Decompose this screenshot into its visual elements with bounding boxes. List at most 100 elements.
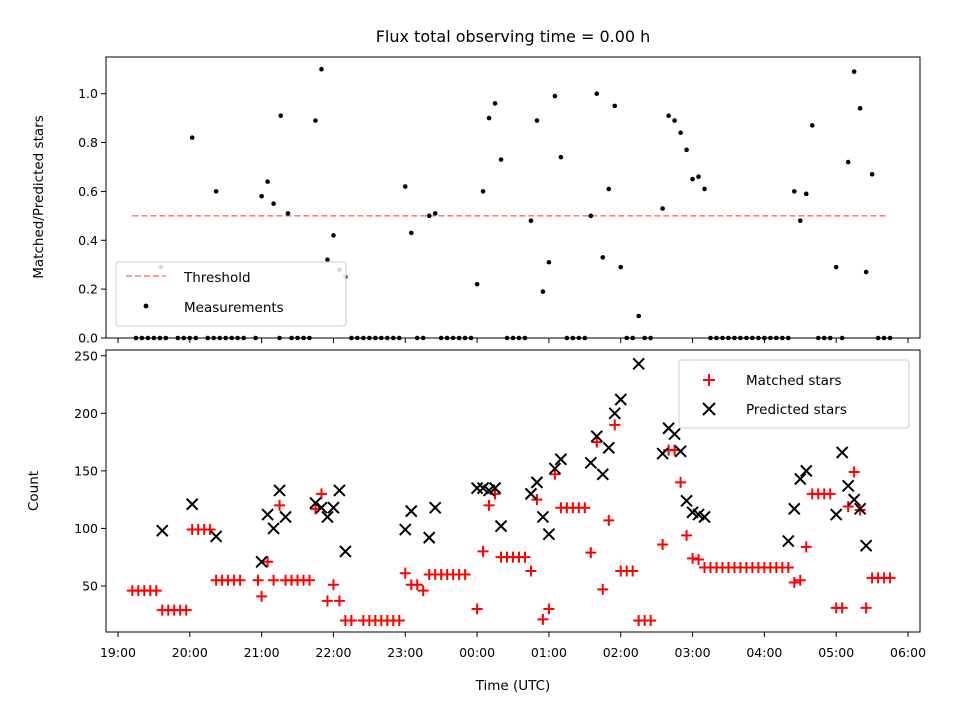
matched-star-point <box>531 494 543 506</box>
legend-measurements-marker <box>143 303 149 309</box>
matched-star-point <box>268 574 280 586</box>
measurement-point <box>432 211 438 216</box>
predicted-star-point <box>333 484 346 497</box>
matched-star-point <box>333 595 345 607</box>
measurement-point <box>408 230 414 236</box>
predicted-star-point <box>542 527 556 541</box>
bottom-y-label: Count <box>26 471 42 511</box>
measurement-point <box>696 174 701 180</box>
predicted-star-point <box>267 522 280 535</box>
matched-star-point <box>274 499 286 511</box>
measurement-point <box>540 289 546 294</box>
measurement-point <box>803 191 809 197</box>
matched-star-point <box>543 603 555 615</box>
bottom-x-tick-label: 23:00 <box>387 645 423 660</box>
measurement-point <box>612 103 618 109</box>
bottom-x-tick-label: 02:00 <box>603 645 639 660</box>
measurement-point <box>797 218 803 224</box>
predicted-star-point <box>788 502 801 516</box>
measurement-point <box>660 206 665 211</box>
measurement-point <box>618 264 624 270</box>
predicted-star-point <box>554 453 568 466</box>
bottom-y-tick-label: 200 <box>74 406 98 421</box>
bottom-y-tick-label: 250 <box>74 348 98 363</box>
matched-star-point <box>549 468 561 480</box>
predicted-star-point <box>524 487 538 501</box>
top-y-tick-label: 0.8 <box>78 135 98 150</box>
predicted-star-point <box>680 494 693 507</box>
matched-star-point <box>399 567 411 579</box>
predicted-star-point <box>428 501 442 514</box>
legend-matched-marker <box>703 374 715 386</box>
measurement-point <box>792 189 797 194</box>
matched-star-point <box>315 488 327 500</box>
matched-star-point <box>304 574 315 586</box>
measurement-point <box>558 154 564 160</box>
matched-star-point <box>393 614 405 626</box>
measurement-point <box>278 113 284 118</box>
predicted-star-point <box>255 555 268 568</box>
predicted-star-point <box>584 456 598 470</box>
bottom-y-tick-label: 100 <box>74 521 98 536</box>
bottom-x-tick-label: 06:00 <box>890 645 926 660</box>
predicted-star-point <box>835 446 849 459</box>
measurement-point <box>636 313 641 319</box>
predicted-star-point <box>530 476 544 489</box>
bottom-panel: 50 100 150 200 250 19:00 20:00 21:00 22:00 23:00… <box>26 348 926 694</box>
predicted-star-point <box>794 472 807 486</box>
matched-star-point <box>824 488 836 500</box>
legend-predicted-label: Predicted stars <box>746 402 847 418</box>
predicted-star-point <box>656 447 669 460</box>
matched-star-point <box>788 577 800 589</box>
matched-star-point <box>525 565 537 577</box>
bottom-x-tick-label: 01:00 <box>531 645 567 660</box>
bottom-y-tick-label: 50 <box>82 578 98 593</box>
measurement-point <box>690 176 695 182</box>
measurement-point <box>486 115 492 121</box>
matched-star-point <box>471 603 483 615</box>
bottom-x-tick-label: 21:00 <box>244 645 280 660</box>
matched-star-point <box>693 553 705 565</box>
measurement-point <box>672 118 677 123</box>
predicted-star-point <box>829 508 843 521</box>
matched-star-point <box>860 602 872 614</box>
matched-star-point <box>411 579 423 591</box>
top-legend: Threshold Measurements <box>115 261 347 327</box>
bottom-x-tick-label: 05:00 <box>818 645 854 660</box>
measurement-point <box>863 269 869 275</box>
matched-star-point <box>262 556 274 568</box>
matched-star-point <box>321 595 333 607</box>
measurement-point <box>271 201 276 206</box>
measurement-point <box>213 189 219 194</box>
matched-star-point <box>657 539 669 551</box>
predicted-star-point <box>698 510 711 524</box>
matched-star-point <box>345 614 357 626</box>
predicted-star-point <box>422 531 436 544</box>
matched-star-point <box>884 572 896 584</box>
bottom-x-tick-label: 04:00 <box>746 645 782 660</box>
predicted-star-point <box>470 481 484 495</box>
top-plot-area <box>132 66 893 341</box>
predicted-star-point <box>273 484 286 497</box>
measurement-point <box>534 118 540 123</box>
legend-predicted-marker <box>702 402 716 416</box>
measurement-point <box>833 264 839 270</box>
measurement-point <box>319 66 324 72</box>
measurement-point <box>809 123 815 128</box>
predicted-star-point <box>156 524 169 537</box>
measurement-point <box>552 93 558 99</box>
measurement-point <box>845 159 851 165</box>
predicted-star-point <box>608 407 621 420</box>
matched-star-point <box>256 590 268 602</box>
legend-matched-label: Matched stars <box>746 373 842 389</box>
measurement-point <box>492 101 498 106</box>
matched-star-point <box>842 501 854 513</box>
matched-star-point <box>150 585 162 597</box>
matched-star-point <box>675 476 687 488</box>
measurement-point <box>474 281 480 287</box>
measurement-point <box>189 135 195 140</box>
matched-star-point <box>585 547 597 559</box>
predicted-star-point <box>339 545 352 558</box>
top-panel: 0.0 0.2 0.4 0.6 0.8 1.0 Matched/Predicted sta… <box>31 56 921 346</box>
